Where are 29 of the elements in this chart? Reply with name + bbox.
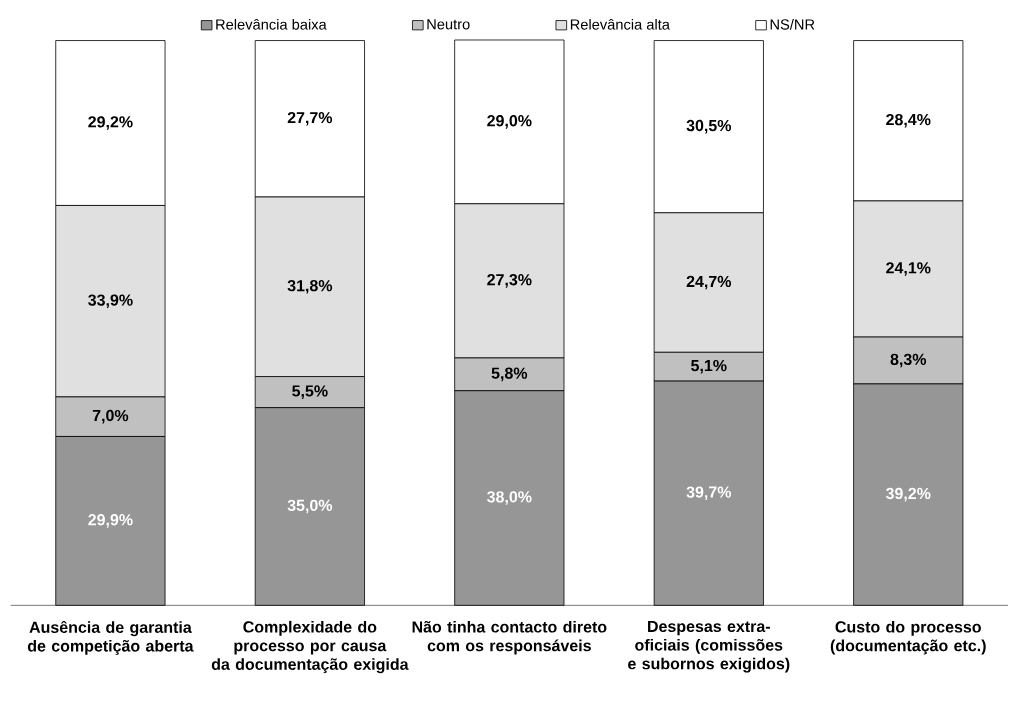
data-label: 29,2% (88, 116, 133, 130)
x-tick-label: Custo do processo (documentação etc.) (830, 620, 986, 655)
data-label: 24,1% (886, 262, 931, 276)
data-label: 5,5% (292, 385, 328, 399)
legend-label: Neutro (427, 19, 470, 30)
legend-label: Relevância baixa (216, 18, 327, 30)
legend-label: NS/NR (770, 18, 815, 30)
x-tick-label: Não tinha contacto direto com os responsáveis (412, 620, 607, 655)
x-tick-label: Ausência de garantia de competição aberta (27, 620, 194, 655)
data-label: 33,9% (88, 294, 133, 309)
data-label: 35,0% (287, 499, 333, 514)
data-label: 27,3% (487, 274, 532, 288)
data-label: 39,7% (686, 486, 732, 501)
data-label: 29,9% (88, 514, 133, 528)
data-label: 29,0% (487, 115, 532, 129)
data-label: 31,8% (287, 279, 333, 294)
data-label: 7,0% (92, 409, 129, 424)
x-tick-label: Complexidade do processo por causa da documentação exigida (211, 620, 409, 674)
legend-label: Relevância alta (570, 18, 670, 30)
data-label: 30,5% (686, 119, 732, 134)
data-label: 24,7% (686, 275, 732, 290)
x-tick-label: Despesas extra-oficiais (comissões e subornos exigidos) (628, 620, 790, 673)
data-label: 28,4% (886, 113, 931, 128)
data-label: 8,3% (890, 353, 927, 368)
data-label: 39,2% (885, 487, 931, 502)
data-label: 5,1% (691, 359, 727, 374)
data-label: 5,8% (491, 367, 528, 382)
data-label: 27,7% (287, 111, 333, 126)
data-label: 38,0% (487, 491, 532, 505)
